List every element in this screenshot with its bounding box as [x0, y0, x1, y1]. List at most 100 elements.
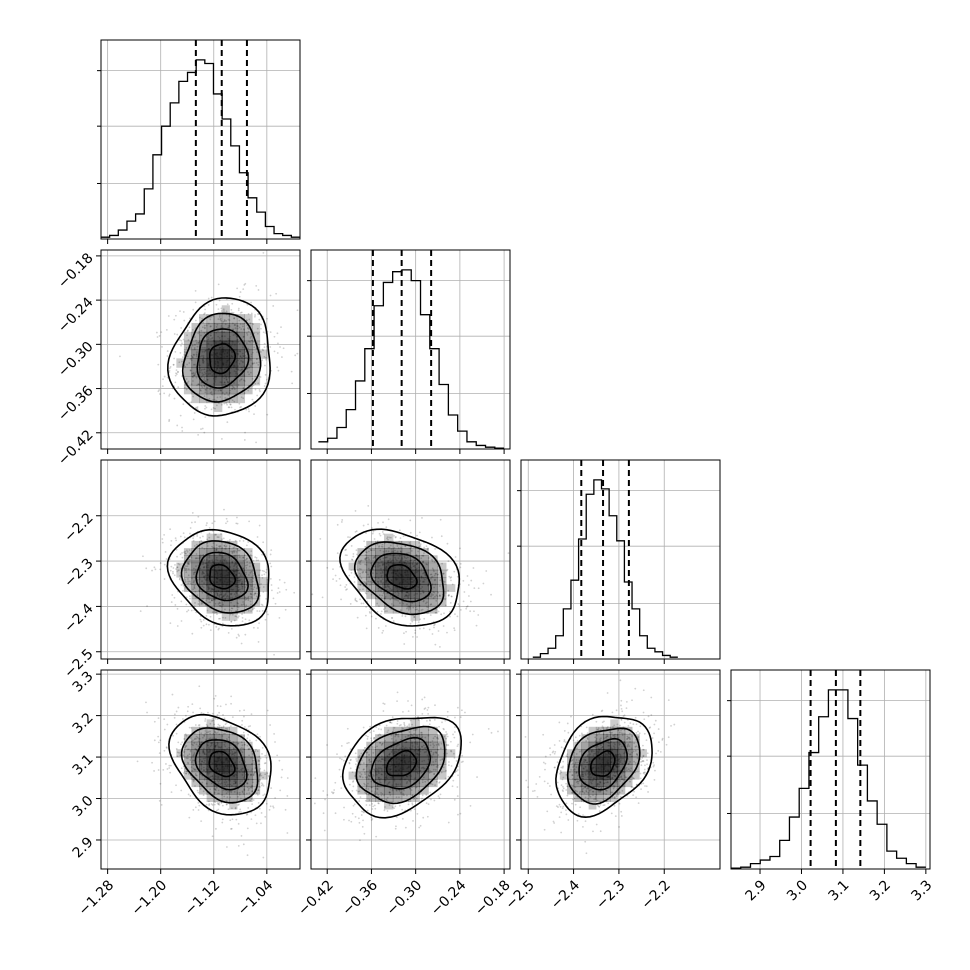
- scatter-point: [394, 598, 397, 601]
- scatter-point: [427, 734, 430, 737]
- scatter-point: [368, 576, 371, 578]
- density-cell: [191, 367, 200, 377]
- scatter-point: [173, 716, 176, 719]
- scatter-point: [250, 579, 253, 581]
- scatter-point: [254, 592, 257, 595]
- scatter-point: [157, 741, 160, 744]
- density-cell: [366, 591, 376, 600]
- scatter-point: [348, 574, 351, 577]
- scatter-point: [174, 374, 177, 377]
- scatter-point: [398, 540, 401, 543]
- scatter-point: [238, 635, 240, 637]
- scatter-point: [439, 518, 442, 521]
- scatter-point: [358, 567, 361, 570]
- scatter-point: [186, 330, 189, 333]
- scatter-point: [252, 773, 255, 776]
- scatter-point: [180, 327, 183, 329]
- scatter-point: [192, 744, 194, 747]
- scatter-point: [449, 615, 451, 618]
- scatter-point: [192, 395, 195, 398]
- scatter-point: [247, 733, 249, 736]
- scatter-point: [364, 558, 366, 560]
- scatter-point: [195, 406, 198, 409]
- scatter-point: [433, 586, 436, 589]
- scatter-point: [351, 790, 354, 792]
- scatter-point: [197, 724, 200, 727]
- scatter-point: [176, 751, 179, 754]
- scatter-point: [187, 582, 190, 585]
- scatter-point: [206, 725, 209, 728]
- scatter-point: [426, 709, 429, 711]
- density-cell: [206, 314, 215, 324]
- scatter-point: [225, 721, 228, 724]
- density-cell: [191, 376, 200, 386]
- scatter-point: [382, 592, 385, 595]
- scatter-point: [229, 613, 232, 616]
- scatter-point: [368, 799, 371, 802]
- scatter-point: [213, 520, 216, 523]
- scatter-point: [237, 742, 239, 745]
- scatter-point: [192, 363, 195, 366]
- scatter-point: [231, 807, 233, 810]
- scatter-point: [198, 685, 201, 688]
- scatter-point: [430, 592, 433, 595]
- scatter-point: [193, 769, 196, 771]
- scatter-point: [376, 540, 379, 543]
- scatter-point: [422, 599, 425, 602]
- density-cell: [229, 598, 238, 607]
- scatter-point: [259, 757, 262, 760]
- scatter-point: [247, 748, 250, 751]
- scatter-point: [256, 327, 259, 330]
- scatter-point: [239, 323, 242, 326]
- scatter-point: [412, 561, 415, 563]
- scatter-point: [247, 574, 250, 576]
- scatter-point: [172, 363, 175, 366]
- density-cell: [236, 367, 246, 377]
- scatter-point: [435, 608, 437, 611]
- scatter-point: [247, 595, 250, 598]
- density-cell: [214, 764, 223, 773]
- scatter-point: [261, 359, 264, 362]
- scatter-point: [273, 335, 276, 338]
- scatter-point: [157, 735, 160, 738]
- scatter-point: [472, 567, 475, 569]
- scatter-point: [400, 546, 402, 549]
- scatter-point: [196, 789, 199, 792]
- scatter-point: [477, 614, 480, 616]
- scatter-point: [323, 829, 326, 832]
- scatter-point: [163, 375, 166, 378]
- scatter-point: [163, 728, 166, 731]
- scatter-point: [465, 605, 468, 608]
- density-cell: [206, 749, 215, 758]
- scatter-point: [186, 757, 189, 760]
- scatter-point: [243, 284, 246, 286]
- scatter-point: [192, 353, 195, 356]
- scatter-point: [213, 737, 216, 740]
- scatter-point: [364, 756, 367, 758]
- scatter-point: [332, 791, 335, 794]
- density-cell: [191, 331, 200, 342]
- density-cell: [214, 562, 223, 571]
- scatter-point: [447, 594, 450, 597]
- density-cell: [251, 322, 261, 333]
- density-cell: [383, 562, 394, 571]
- scatter-point: [397, 733, 399, 736]
- scatter-point: [378, 546, 380, 548]
- scatter-point: [169, 366, 172, 368]
- scatter-point: [396, 545, 399, 547]
- scatter-point: [244, 633, 247, 636]
- scatter-point: [459, 566, 462, 569]
- scatter-point: [409, 719, 412, 722]
- scatter-point: [453, 798, 456, 801]
- scatter-point: [270, 565, 273, 568]
- scatter-point: [234, 806, 237, 809]
- scatter-point: [202, 619, 205, 621]
- scatter-point: [261, 574, 263, 577]
- scatter-point: [413, 779, 415, 782]
- scatter-point: [119, 355, 121, 358]
- scatter-point: [367, 580, 370, 583]
- scatter-point: [437, 573, 439, 576]
- scatter-point: [168, 420, 170, 423]
- scatter-point: [195, 743, 198, 746]
- scatter-point: [214, 602, 217, 605]
